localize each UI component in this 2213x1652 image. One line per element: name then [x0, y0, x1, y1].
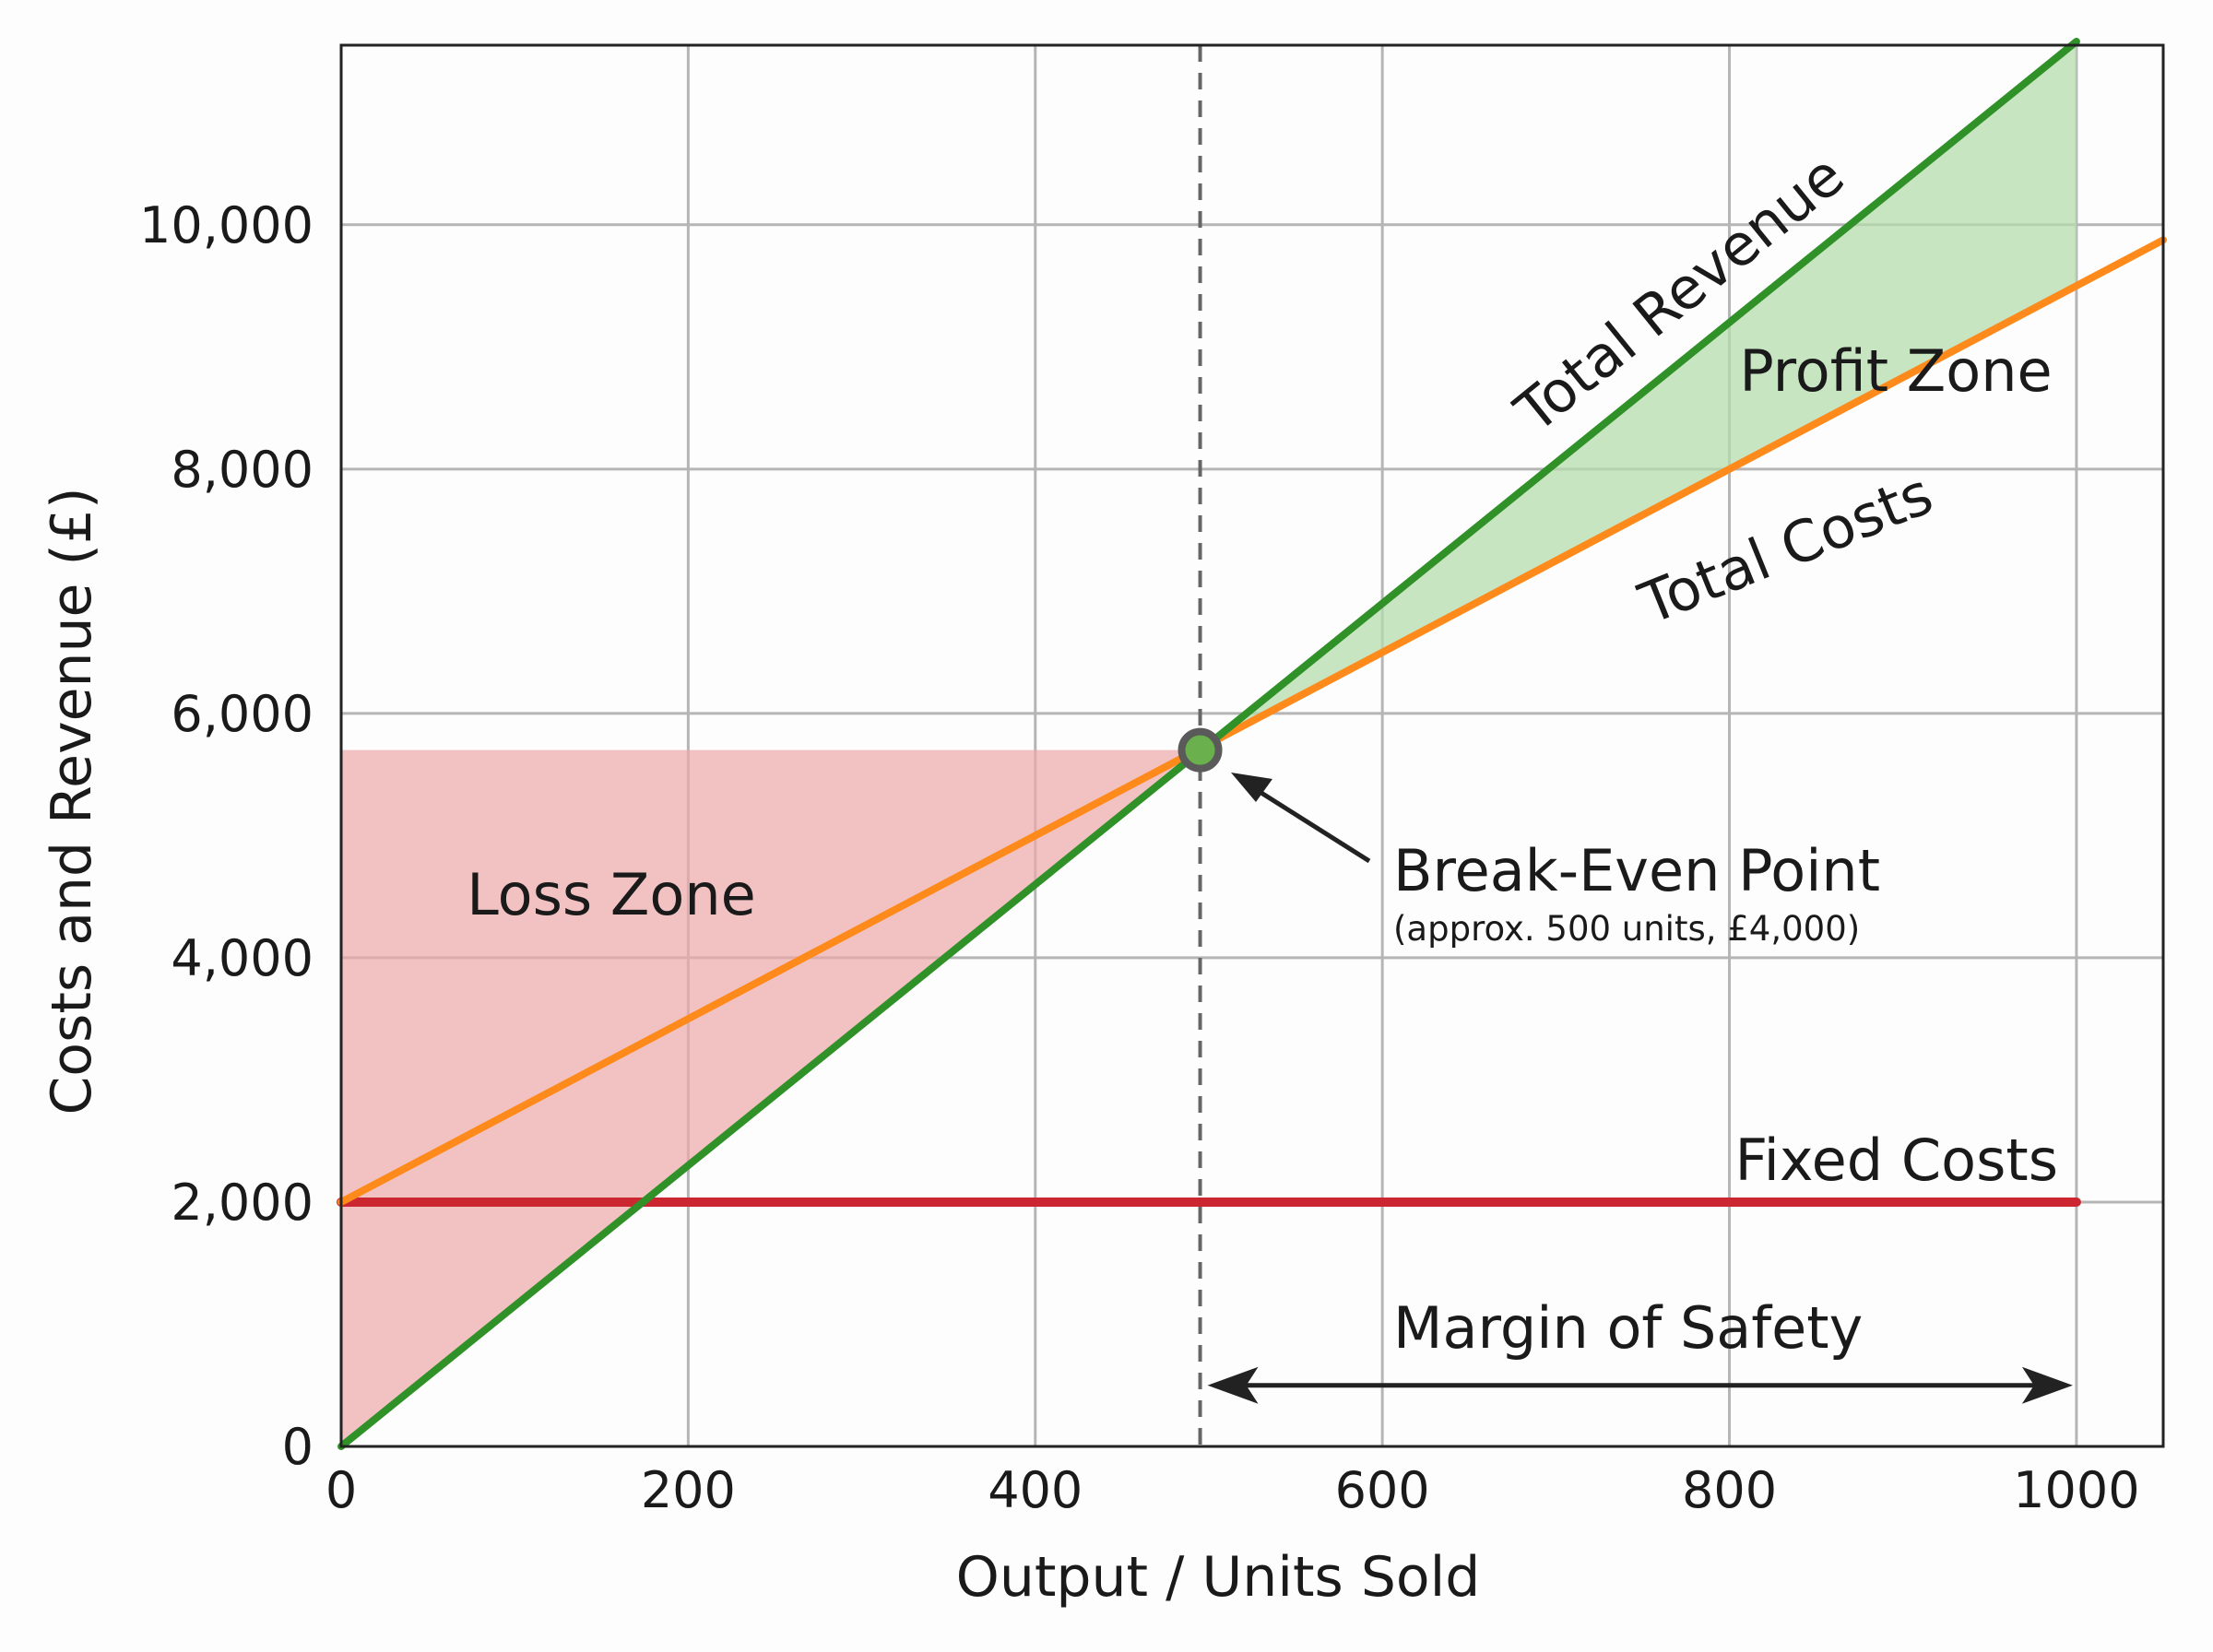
x-tick-label: 600: [1335, 1461, 1430, 1519]
y-tick-label: 4,000: [171, 929, 314, 987]
y-tick-labels: 0 2,000 4,000 6,000 8,000 10,000: [139, 196, 314, 1476]
plot-frame: [339, 43, 2165, 1448]
total-costs-line: [337, 236, 2167, 1206]
x-axis-title: Output / Units Sold: [956, 1545, 1481, 1610]
x-tick-label: 1000: [2013, 1461, 2139, 1519]
y-tick-label: 10,000: [139, 196, 314, 254]
y-axis-title: Costs and Revenue (£): [40, 487, 104, 1115]
x-tick-label: 0: [325, 1461, 357, 1519]
y-tick-label: 2,000: [171, 1174, 314, 1232]
margin-of-safety-arrow: [1207, 1366, 2073, 1404]
break-even-label: Break-Even Point: [1393, 837, 1880, 904]
loss-zone-label: Loss Zone: [467, 861, 756, 928]
fixed-costs-label: Fixed Costs: [1734, 1127, 2058, 1194]
x-tick-label: 400: [988, 1461, 1083, 1519]
arrowhead-right: [2021, 1366, 2073, 1404]
y-tick-label: 8,000: [171, 441, 314, 499]
break-even-point-marker: [1178, 727, 1223, 773]
y-tick-label: 0: [282, 1418, 314, 1476]
profit-zone-label: Profit Zone: [1739, 337, 2052, 405]
margin-of-safety-label: Margin of Safety: [1393, 1294, 1863, 1362]
x-tick-label: 200: [641, 1461, 736, 1519]
break-even-arrow: [1231, 773, 1371, 864]
y-tick-label: 6,000: [171, 685, 314, 743]
x-tick-labels: 0 200 400 600 800 1000: [325, 1461, 2140, 1519]
arrowhead-left: [1207, 1366, 1259, 1404]
x-tick-label: 800: [1682, 1461, 1777, 1519]
break-even-note: (approx. 500 units, £4,000): [1393, 909, 1860, 949]
